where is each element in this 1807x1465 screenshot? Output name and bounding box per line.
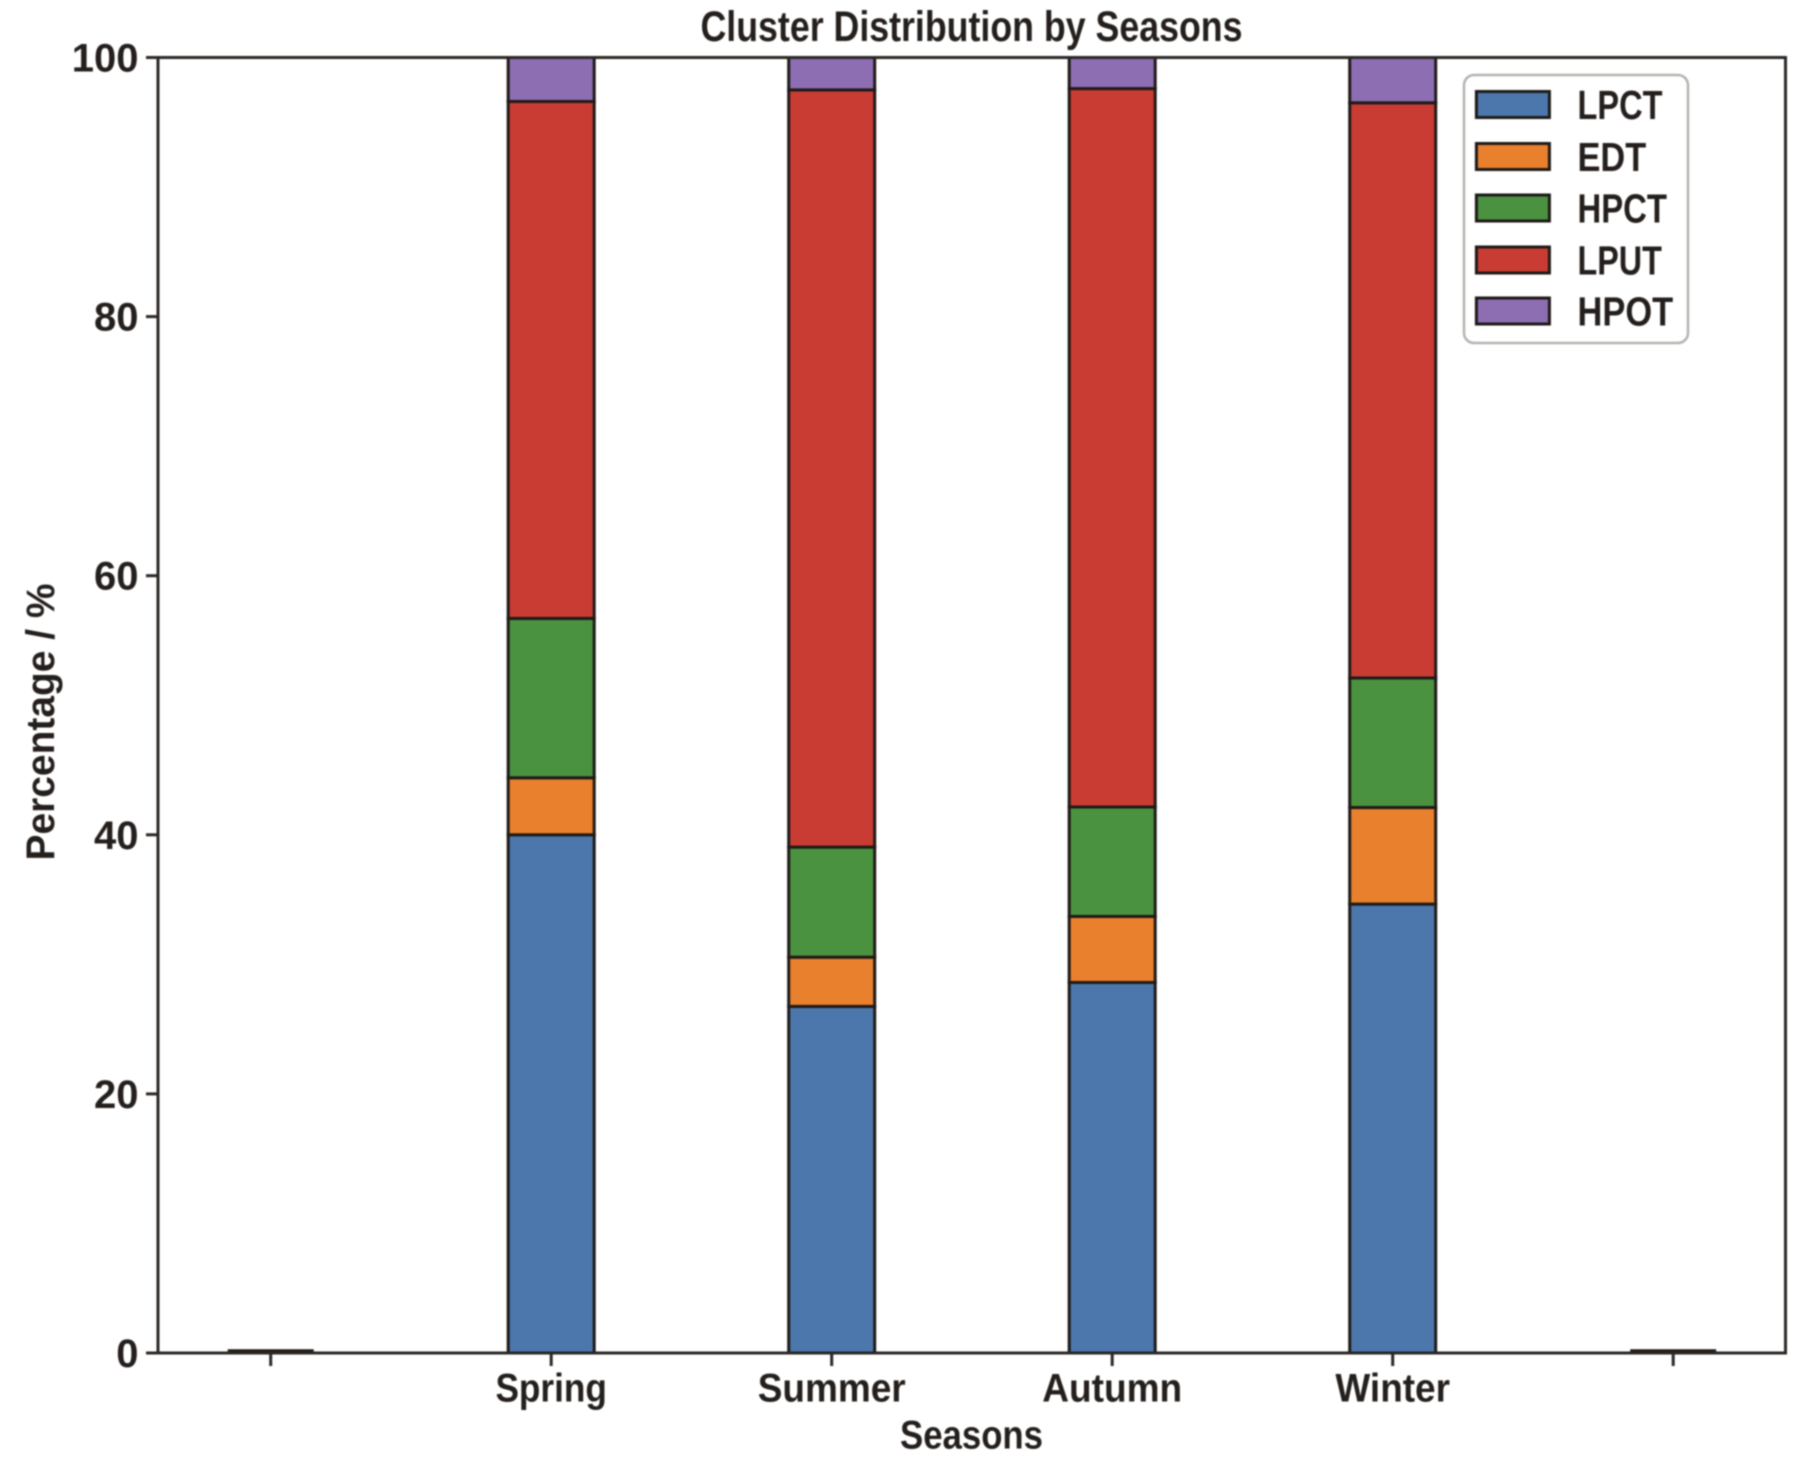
svg-text:LPUT: LPUT [1578,238,1662,284]
svg-text:0: 0 [116,1332,138,1376]
svg-text:Winter: Winter [1335,1367,1450,1411]
svg-text:Percentage / %: Percentage / % [19,584,63,861]
svg-text:100: 100 [72,37,139,81]
svg-text:EDT: EDT [1578,134,1647,180]
svg-text:Summer: Summer [758,1367,906,1411]
svg-text:Cluster Distribution by Season: Cluster Distribution by Seasons [701,3,1243,51]
svg-text:Autumn: Autumn [1042,1367,1182,1411]
svg-text:LPCT: LPCT [1578,82,1663,128]
svg-text:HPCT: HPCT [1578,186,1668,232]
svg-text:80: 80 [94,296,139,340]
svg-text:Seasons: Seasons [900,1414,1043,1458]
svg-text:60: 60 [94,555,139,599]
svg-text:20: 20 [94,1073,139,1117]
svg-text:40: 40 [94,814,139,858]
svg-text:HPOT: HPOT [1578,289,1674,335]
svg-text:Spring: Spring [495,1367,607,1411]
